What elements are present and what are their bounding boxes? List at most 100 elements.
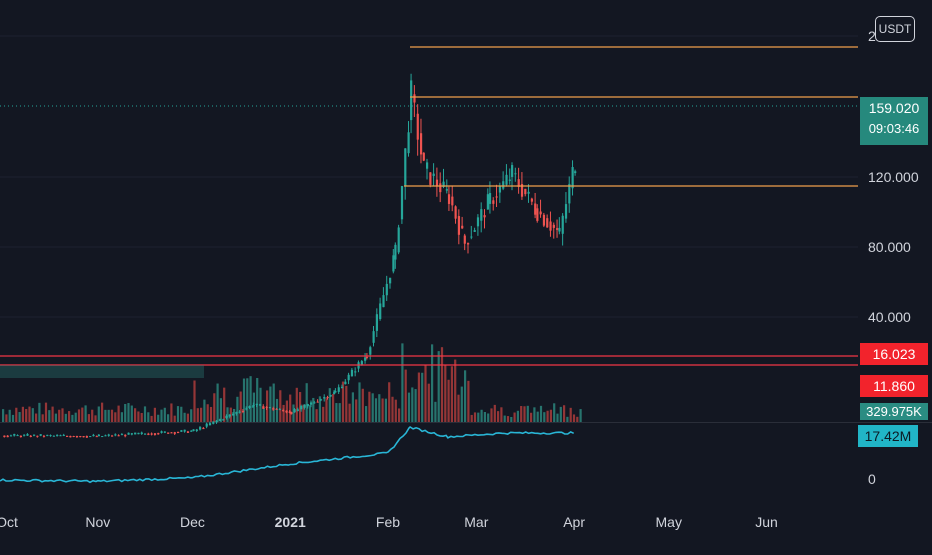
accumulation-box (0, 365, 204, 378)
volume-bar (15, 407, 18, 422)
volume-bar (322, 406, 325, 422)
candle-body (36, 435, 39, 437)
candle-body (153, 433, 157, 435)
candle-body (542, 214, 546, 226)
candle-body (505, 174, 508, 185)
volume-bar (41, 414, 44, 422)
currency-selector-button[interactable]: USDT (875, 16, 915, 42)
volume-bar (450, 366, 453, 422)
volume-bar (97, 406, 100, 422)
candle-body (334, 391, 337, 393)
volume-bar (216, 383, 219, 422)
candle-body (350, 369, 354, 377)
candle-body (186, 431, 190, 433)
candle-body (480, 209, 483, 221)
volume-bar (434, 401, 437, 422)
volume-bar (381, 398, 384, 422)
volume-bar (427, 383, 430, 422)
volume-bar (355, 399, 358, 422)
obv-line (0, 425, 575, 484)
candle-body (42, 435, 46, 437)
candle-body (313, 402, 316, 404)
volume-bar (473, 412, 477, 422)
candle-body (360, 361, 363, 365)
volume-bar (530, 412, 533, 422)
volume-bar (196, 408, 199, 422)
candle-body (3, 435, 6, 438)
volume-bar (338, 403, 341, 422)
volume-bar (173, 415, 176, 422)
volume-bar (226, 407, 229, 422)
candle-body (39, 434, 42, 436)
volume-bar (167, 414, 170, 422)
volume-bar (536, 411, 539, 422)
volume-bar (569, 407, 572, 422)
candle-body (85, 436, 88, 438)
candle-body (170, 432, 173, 434)
volume-bar (219, 398, 222, 422)
volume-bar (351, 392, 354, 422)
candle-body (120, 434, 124, 436)
candle-body (326, 397, 329, 399)
candle-body (316, 401, 319, 403)
candle-body (546, 218, 549, 228)
candle-body (404, 148, 407, 187)
candle-body (176, 431, 180, 433)
volume-bar (64, 413, 67, 422)
volume-bar (576, 416, 579, 422)
candle-body (432, 173, 435, 176)
candle-body (114, 434, 117, 436)
volume-bar (180, 406, 183, 422)
volume-bar (411, 387, 414, 422)
volume-bar (388, 382, 391, 422)
candle-body (59, 435, 62, 437)
candle-body (473, 230, 476, 232)
candle-body (13, 434, 16, 436)
time-axis-label: Nov (85, 514, 110, 530)
candle-body (248, 406, 251, 409)
candle-body (62, 434, 65, 436)
candle-body (232, 413, 235, 416)
candle-body (337, 387, 340, 392)
candle-body (561, 215, 564, 234)
volume-bar (391, 396, 394, 422)
bar-countdown-label: 09:03:46 (868, 121, 920, 136)
volume-bar (447, 379, 450, 422)
candle-body (104, 435, 107, 437)
volume-bar (325, 398, 328, 422)
candle-body (150, 433, 153, 435)
candle-body (329, 395, 333, 397)
candle-body (49, 435, 52, 437)
candle-body (354, 371, 357, 373)
candle-body (447, 194, 451, 204)
candle-body (208, 423, 212, 426)
candle-body (180, 430, 183, 432)
volume-bar (58, 409, 61, 422)
time-axis-label: 2021 (275, 514, 306, 530)
candle-body (241, 410, 245, 412)
volume-bar (81, 407, 84, 422)
volume-bar (5, 414, 8, 422)
volume-bar (84, 405, 87, 422)
volume-bar (246, 378, 249, 422)
volume-bar (74, 412, 77, 422)
candle-body (392, 255, 395, 272)
candle-body (454, 206, 457, 219)
candle-body (568, 183, 571, 204)
candle-body (310, 402, 313, 405)
volume-bar (374, 398, 378, 422)
candle-body (252, 405, 255, 407)
candle-body (29, 435, 32, 437)
candle-body (539, 211, 542, 215)
volume-bar (223, 387, 226, 422)
volume-bar (143, 406, 147, 422)
volume-bar (523, 406, 526, 422)
candle-body (46, 434, 49, 436)
candle-body (470, 236, 473, 238)
volume-bar (275, 398, 279, 422)
volume-bar (361, 388, 364, 422)
volume-bar (556, 413, 559, 422)
volume-tag: 329.975K (860, 403, 928, 420)
